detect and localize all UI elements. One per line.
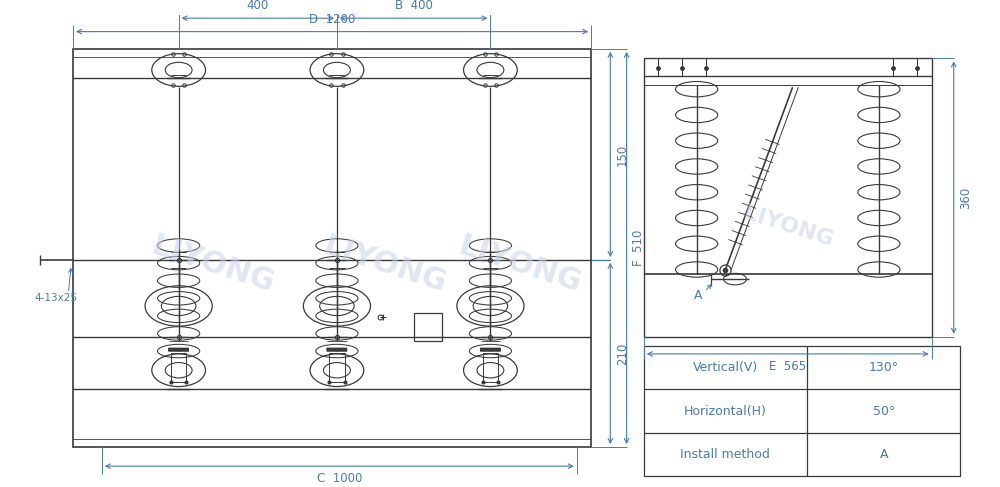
Text: C  1000: C 1000 — [317, 472, 362, 485]
Text: LIYONG: LIYONG — [320, 231, 450, 298]
Text: Horizontal(H): Horizontal(H) — [684, 405, 767, 417]
Text: 400: 400 — [247, 0, 269, 13]
Text: 150: 150 — [616, 143, 629, 166]
Text: LIYONG: LIYONG — [147, 231, 278, 298]
Text: 360: 360 — [959, 187, 972, 209]
Text: D  1200: D 1200 — [309, 13, 355, 26]
Bar — [644, 58, 932, 337]
Text: B  400: B 400 — [395, 0, 433, 13]
Text: 130°: 130° — [869, 361, 899, 375]
Text: LIYONG: LIYONG — [454, 231, 584, 298]
Bar — [73, 49, 591, 447]
Text: LIYONG: LIYONG — [740, 203, 835, 250]
Text: A: A — [694, 289, 703, 302]
Text: 50°: 50° — [873, 405, 895, 417]
Bar — [644, 346, 960, 476]
Text: A: A — [879, 448, 888, 461]
Text: Vertical(V): Vertical(V) — [693, 361, 758, 375]
Text: Install method: Install method — [680, 448, 770, 461]
Text: E  565: E 565 — [769, 360, 806, 373]
Bar — [414, 313, 442, 341]
Text: 210: 210 — [616, 342, 629, 365]
Text: F  510: F 510 — [632, 230, 645, 266]
Text: 4-13x25: 4-13x25 — [35, 293, 78, 303]
